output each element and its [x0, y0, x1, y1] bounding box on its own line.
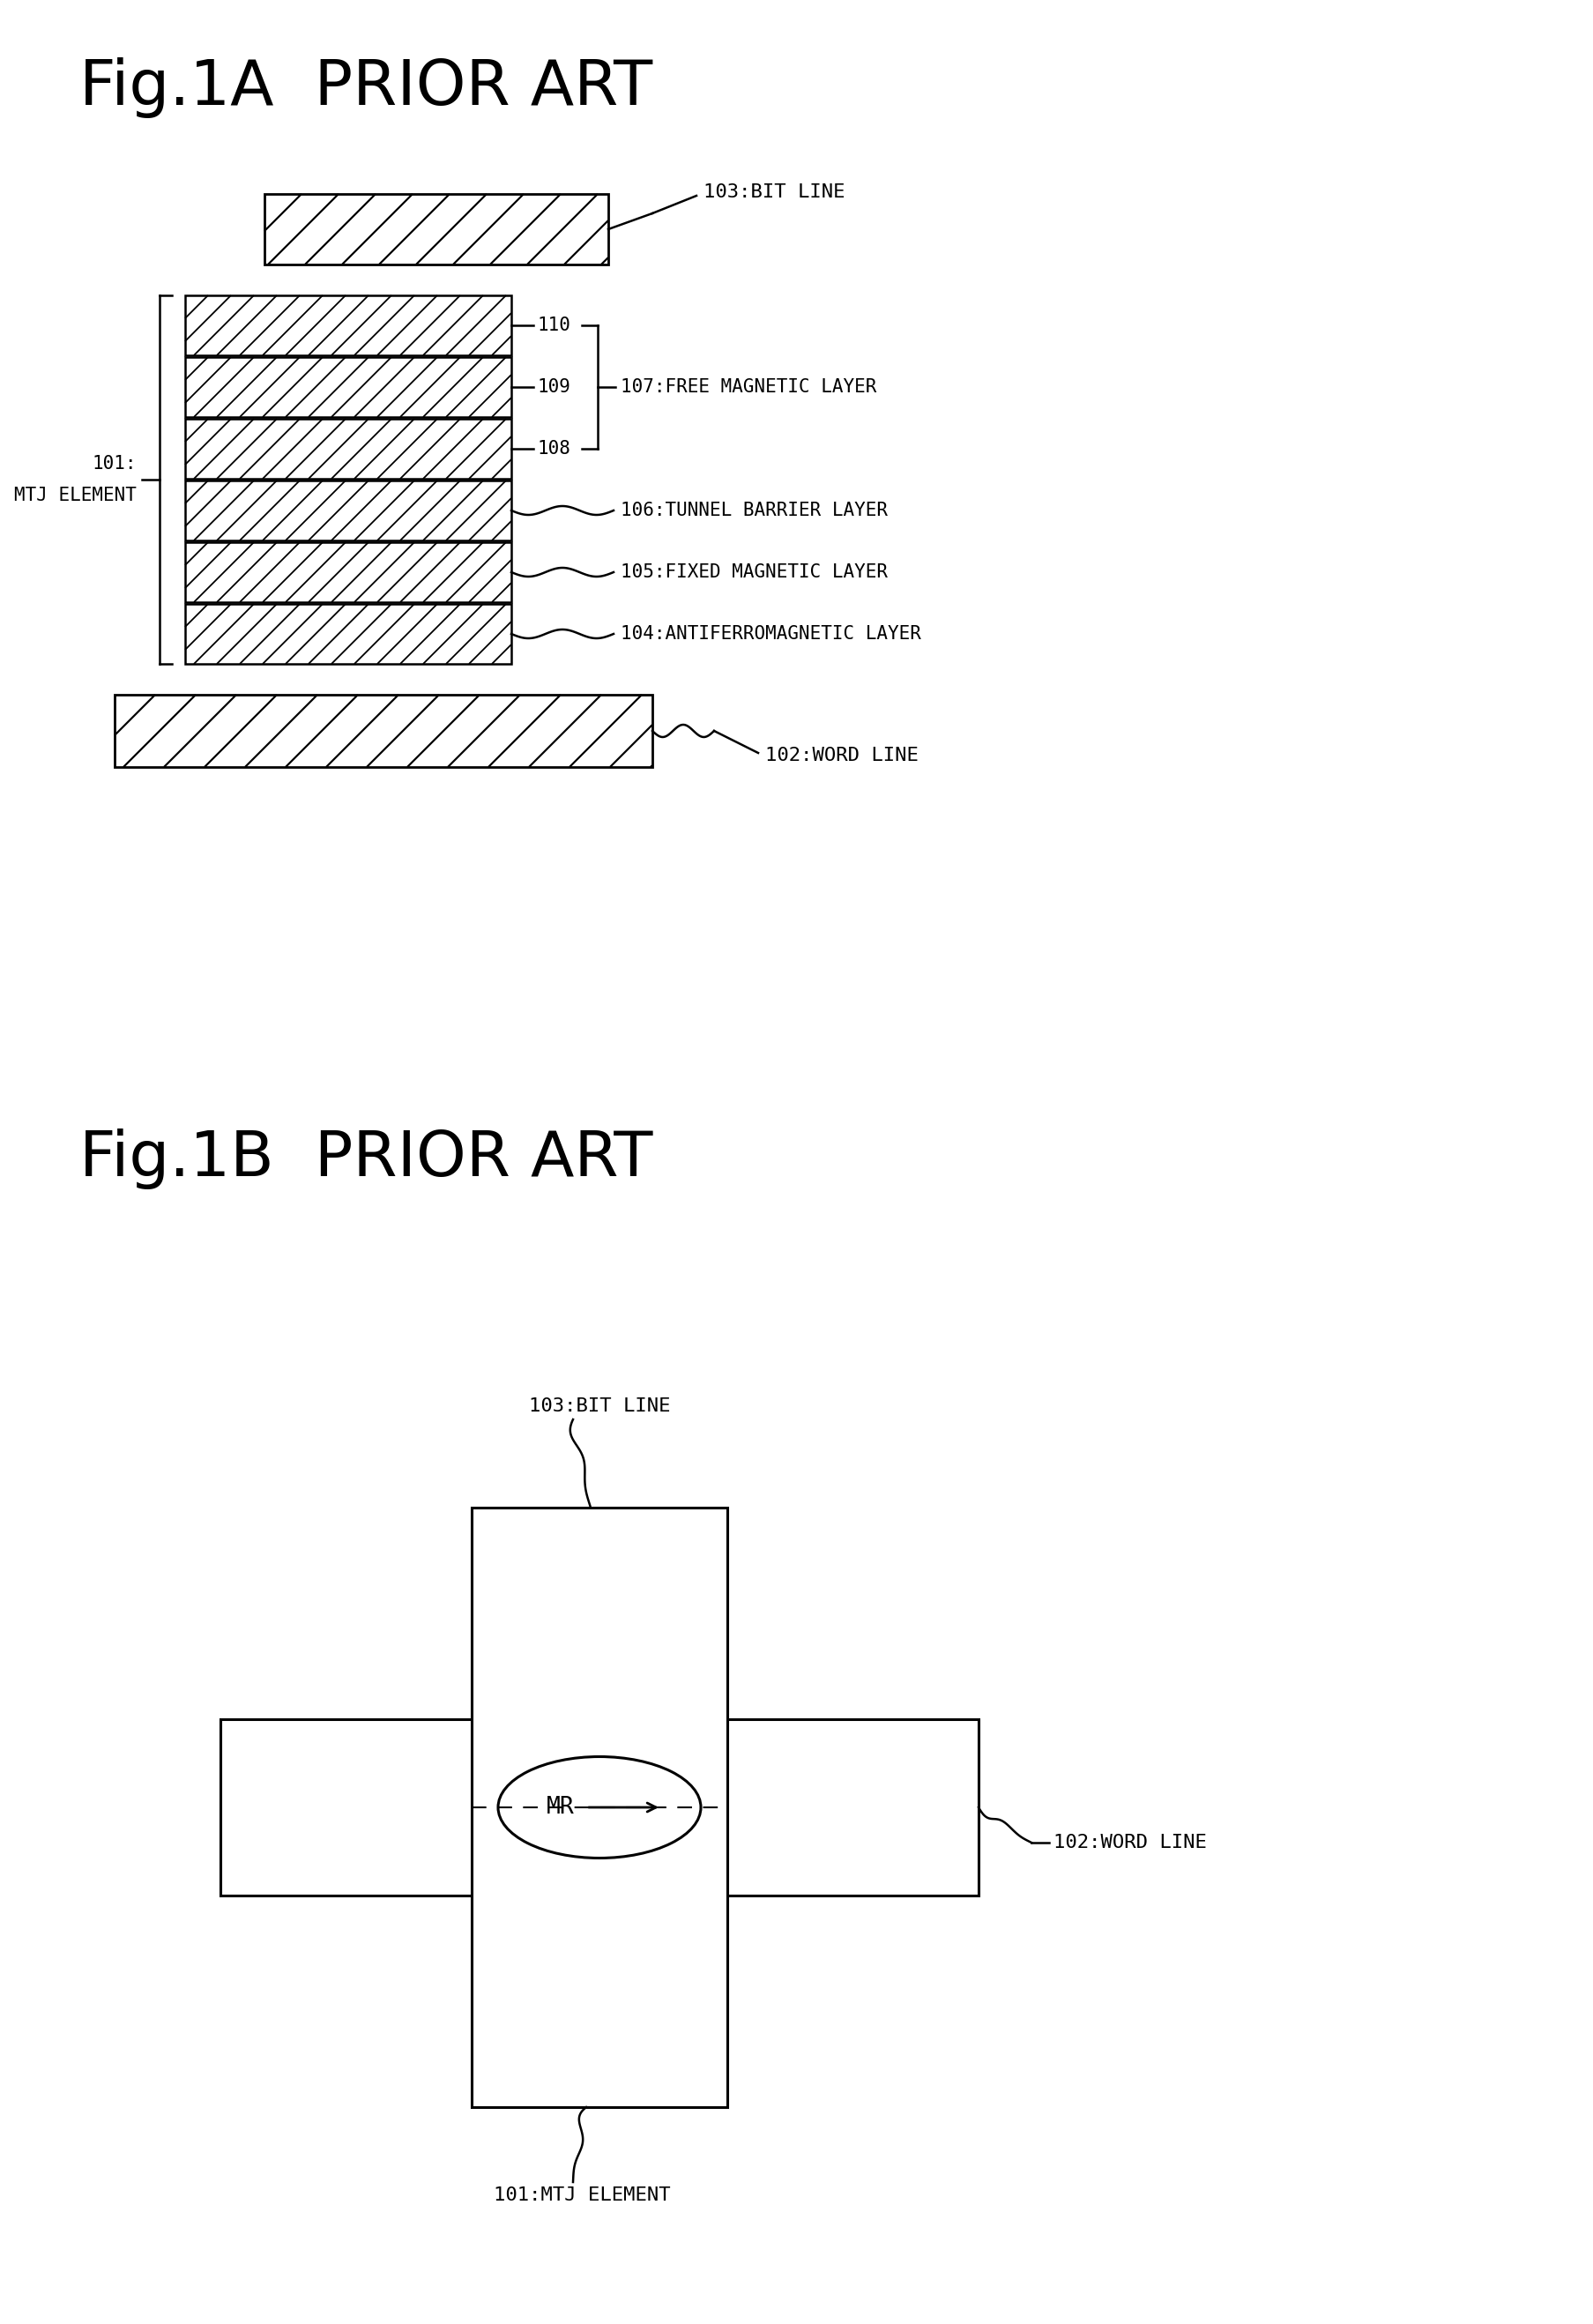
Text: 104:ANTIFERROMAGNETIC LAYER: 104:ANTIFERROMAGNETIC LAYER — [621, 625, 921, 644]
Polygon shape — [115, 695, 653, 767]
Text: Fig.1A  PRIOR ART: Fig.1A PRIOR ART — [80, 58, 653, 119]
Text: 103:BIT LINE: 103:BIT LINE — [704, 184, 844, 200]
Text: 105:FIXED MAGNETIC LAYER: 105:FIXED MAGNETIC LAYER — [621, 562, 887, 581]
Text: 103:BIT LINE: 103:BIT LINE — [529, 1397, 671, 1415]
Polygon shape — [185, 604, 511, 665]
Text: 110: 110 — [538, 316, 572, 335]
Polygon shape — [185, 418, 511, 479]
Text: 107:FREE MAGNETIC LAYER: 107:FREE MAGNETIC LAYER — [621, 379, 876, 395]
Text: 101:: 101: — [92, 456, 137, 472]
Ellipse shape — [499, 1757, 701, 1859]
Text: 102:WORD LINE: 102:WORD LINE — [1053, 1834, 1207, 1852]
Bar — [472, 1508, 728, 2108]
Bar — [220, 1720, 978, 1896]
Polygon shape — [185, 358, 511, 416]
Text: Fig.1B  PRIOR ART: Fig.1B PRIOR ART — [80, 1129, 653, 1190]
Text: 102:WORD LINE: 102:WORD LINE — [765, 746, 919, 765]
Text: 108: 108 — [538, 439, 572, 458]
Text: 101:MTJ ELEMENT: 101:MTJ ELEMENT — [494, 2187, 671, 2203]
Text: MTJ ELEMENT: MTJ ELEMENT — [14, 486, 137, 504]
Polygon shape — [185, 481, 511, 541]
Text: 109: 109 — [538, 379, 572, 395]
Polygon shape — [264, 193, 609, 265]
Text: MR: MR — [546, 1796, 575, 1820]
Text: 106:TUNNEL BARRIER LAYER: 106:TUNNEL BARRIER LAYER — [621, 502, 887, 518]
Polygon shape — [185, 541, 511, 602]
Polygon shape — [185, 295, 511, 356]
